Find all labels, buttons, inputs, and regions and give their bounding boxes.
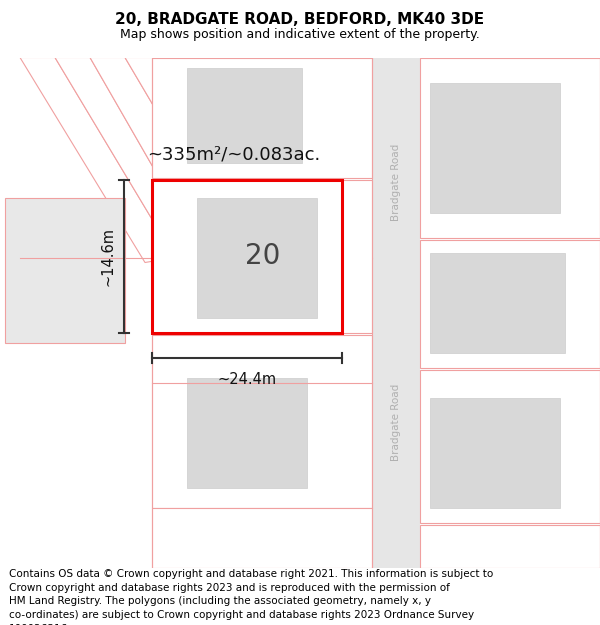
Text: ~335m²/~0.083ac.: ~335m²/~0.083ac. [147,146,320,164]
Polygon shape [200,58,325,243]
Bar [152,179,342,332]
Bar [430,253,565,352]
Polygon shape [55,58,205,258]
Text: Bradgate Road: Bradgate Road [391,384,401,461]
Polygon shape [20,58,175,262]
Text: ~14.6m: ~14.6m [101,226,116,286]
Bar [420,239,600,368]
Bar [420,58,600,238]
Bar [152,508,372,568]
Bar [187,68,302,162]
Bar [420,369,600,522]
Bar [152,179,372,332]
Polygon shape [125,58,270,253]
Bar [5,198,125,342]
Text: 20, BRADGATE ROAD, BEDFORD, MK40 3DE: 20, BRADGATE ROAD, BEDFORD, MK40 3DE [115,11,485,26]
Bar [197,198,317,318]
Text: Map shows position and indicative extent of the property.: Map shows position and indicative extent… [120,28,480,41]
Polygon shape [90,58,240,258]
Text: 20: 20 [245,242,280,270]
Bar [372,58,420,568]
Text: Bradgate Road: Bradgate Road [391,144,401,221]
Polygon shape [165,58,300,248]
Bar [430,398,560,508]
Bar [187,378,307,488]
Bar [430,82,560,212]
Text: Contains OS data © Crown copyright and database right 2021. This information is : Contains OS data © Crown copyright and d… [9,569,493,625]
Bar [152,58,372,178]
Text: ~24.4m: ~24.4m [217,371,277,386]
Bar [152,334,372,508]
Bar [420,524,600,568]
